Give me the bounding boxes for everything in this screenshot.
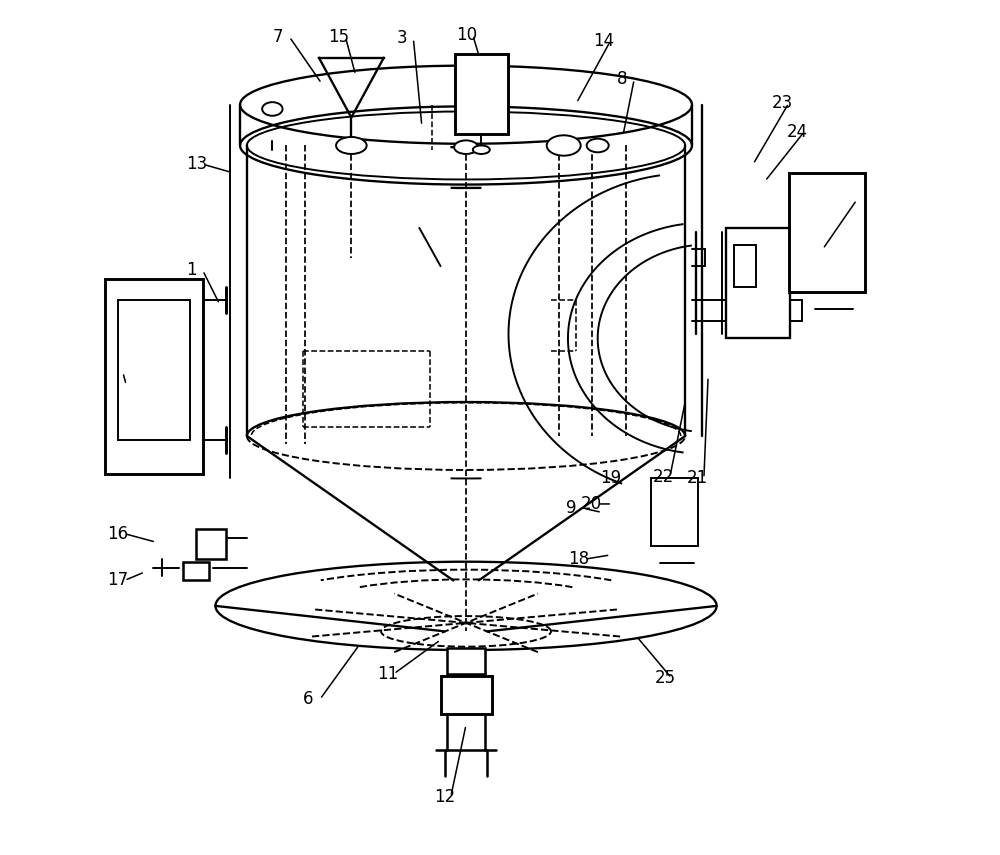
Ellipse shape xyxy=(547,135,581,156)
Text: 21: 21 xyxy=(687,469,708,487)
Text: 25: 25 xyxy=(655,669,676,687)
Bar xyxy=(118,300,190,440)
Bar xyxy=(447,648,485,674)
Bar xyxy=(196,529,226,559)
Bar xyxy=(789,173,865,292)
Text: 17: 17 xyxy=(108,571,129,589)
Text: 8: 8 xyxy=(617,70,628,88)
Bar xyxy=(105,279,203,475)
Text: 6: 6 xyxy=(303,690,313,708)
Text: 11: 11 xyxy=(377,665,398,683)
Text: 7: 7 xyxy=(272,27,283,46)
Bar xyxy=(455,54,508,134)
Bar xyxy=(183,562,209,581)
Text: 23: 23 xyxy=(772,94,793,112)
Text: 16: 16 xyxy=(108,525,129,543)
Ellipse shape xyxy=(454,140,478,154)
Text: 13: 13 xyxy=(186,155,207,174)
Text: 15: 15 xyxy=(328,27,350,46)
Text: 26: 26 xyxy=(840,191,861,209)
Text: 20: 20 xyxy=(581,495,602,513)
Ellipse shape xyxy=(587,139,609,152)
Text: 10: 10 xyxy=(456,26,477,44)
Text: 1: 1 xyxy=(186,262,196,280)
Text: 18: 18 xyxy=(568,550,589,569)
Ellipse shape xyxy=(336,137,367,154)
Text: 12: 12 xyxy=(434,788,455,806)
Bar xyxy=(726,228,790,339)
Text: 9: 9 xyxy=(566,499,577,517)
Text: 19: 19 xyxy=(600,469,621,487)
Text: 2: 2 xyxy=(106,363,116,381)
Bar xyxy=(734,245,756,287)
Bar xyxy=(441,675,492,714)
Bar xyxy=(651,479,698,546)
Text: 24: 24 xyxy=(787,123,808,141)
Ellipse shape xyxy=(473,145,490,154)
Text: 22: 22 xyxy=(653,468,674,486)
Text: 14: 14 xyxy=(593,32,615,50)
Text: 3: 3 xyxy=(396,29,407,48)
